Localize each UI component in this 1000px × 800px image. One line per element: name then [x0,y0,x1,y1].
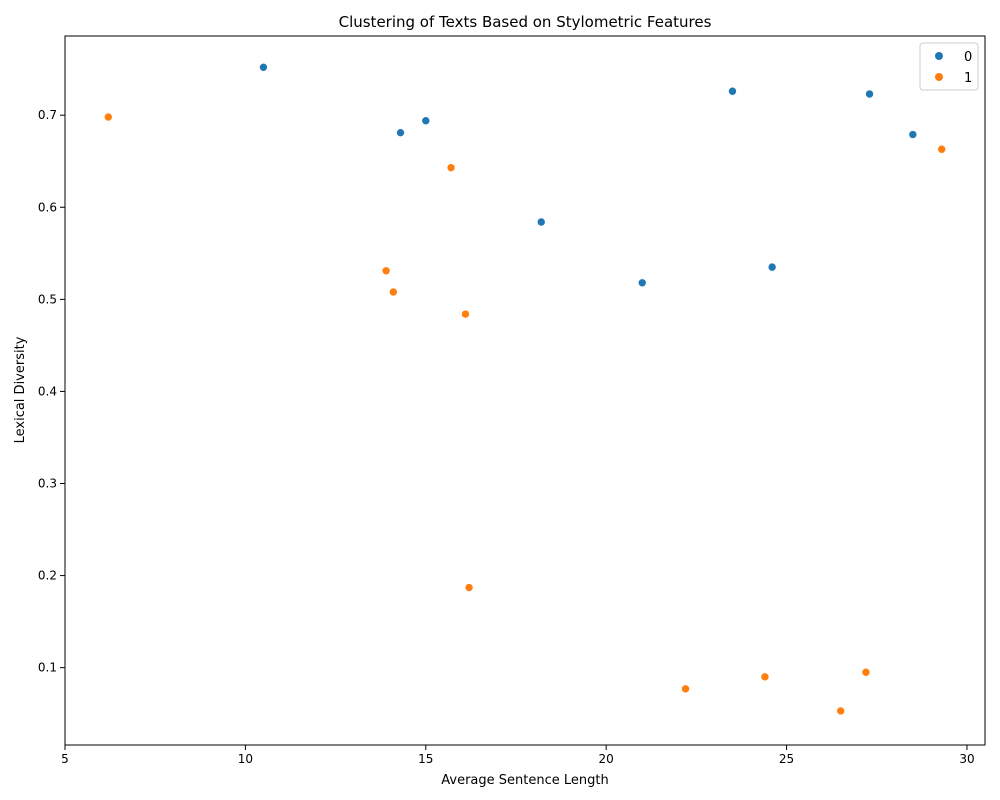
y-tick-label: 0.4 [38,384,57,398]
data-point-series-1 [681,684,690,694]
y-axis-label: Lexical Diversity [13,336,28,443]
y-axis: 0.1 0.2 0.3 0.4 0.5 0.6 0.7 [38,108,65,675]
legend-marker-0 [935,52,943,60]
data-point-series-1 [464,583,474,592]
data-point-series-0 [865,89,874,99]
data-point-series-1 [937,144,947,154]
data-point-series-0 [908,130,918,139]
x-tick-label: 10 [238,752,253,766]
legend-marker-1 [935,73,943,81]
data-point-series-0 [396,128,405,137]
y-tick-label: 0.1 [38,661,57,675]
y-tick-label: 0.5 [38,292,57,306]
legend: 01 [919,42,979,91]
x-tick-label: 20 [599,752,614,766]
data-points [103,63,947,716]
x-axis: 5 10 15 20 25 30 [61,745,975,766]
data-point-series-1 [461,309,470,319]
legend-label-0: 0 [964,50,972,65]
data-point-series-0 [421,116,431,126]
data-point-series-1 [760,672,770,682]
data-point-series-1 [103,112,113,122]
data-point-series-0 [767,262,777,272]
y-tick-label: 0.6 [38,200,57,214]
y-tick-label: 0.3 [38,476,57,490]
legend-box [919,42,979,91]
data-point-series-1 [861,667,871,677]
x-axis-label: Average Sentence Length [441,773,608,788]
data-point-series-1 [446,163,456,172]
x-tick-label: 15 [418,752,433,766]
data-point-series-1 [836,706,845,716]
data-point-series-1 [381,266,391,276]
y-tick-label: 0.7 [38,108,57,122]
data-point-series-0 [637,278,647,288]
data-point-series-0 [536,217,546,227]
legend-label-1: 1 [964,71,972,86]
x-tick-label: 30 [959,752,974,766]
x-tick-label: 25 [779,752,794,766]
chart-title: Clustering of Texts Based on Stylometric… [339,13,712,31]
data-point-series-1 [389,287,398,297]
y-tick-label: 0.2 [38,569,57,583]
data-point-series-0 [728,86,737,96]
x-tick-label: 5 [61,752,69,766]
data-point-series-0 [259,63,268,72]
plot-area-frame [64,35,986,746]
